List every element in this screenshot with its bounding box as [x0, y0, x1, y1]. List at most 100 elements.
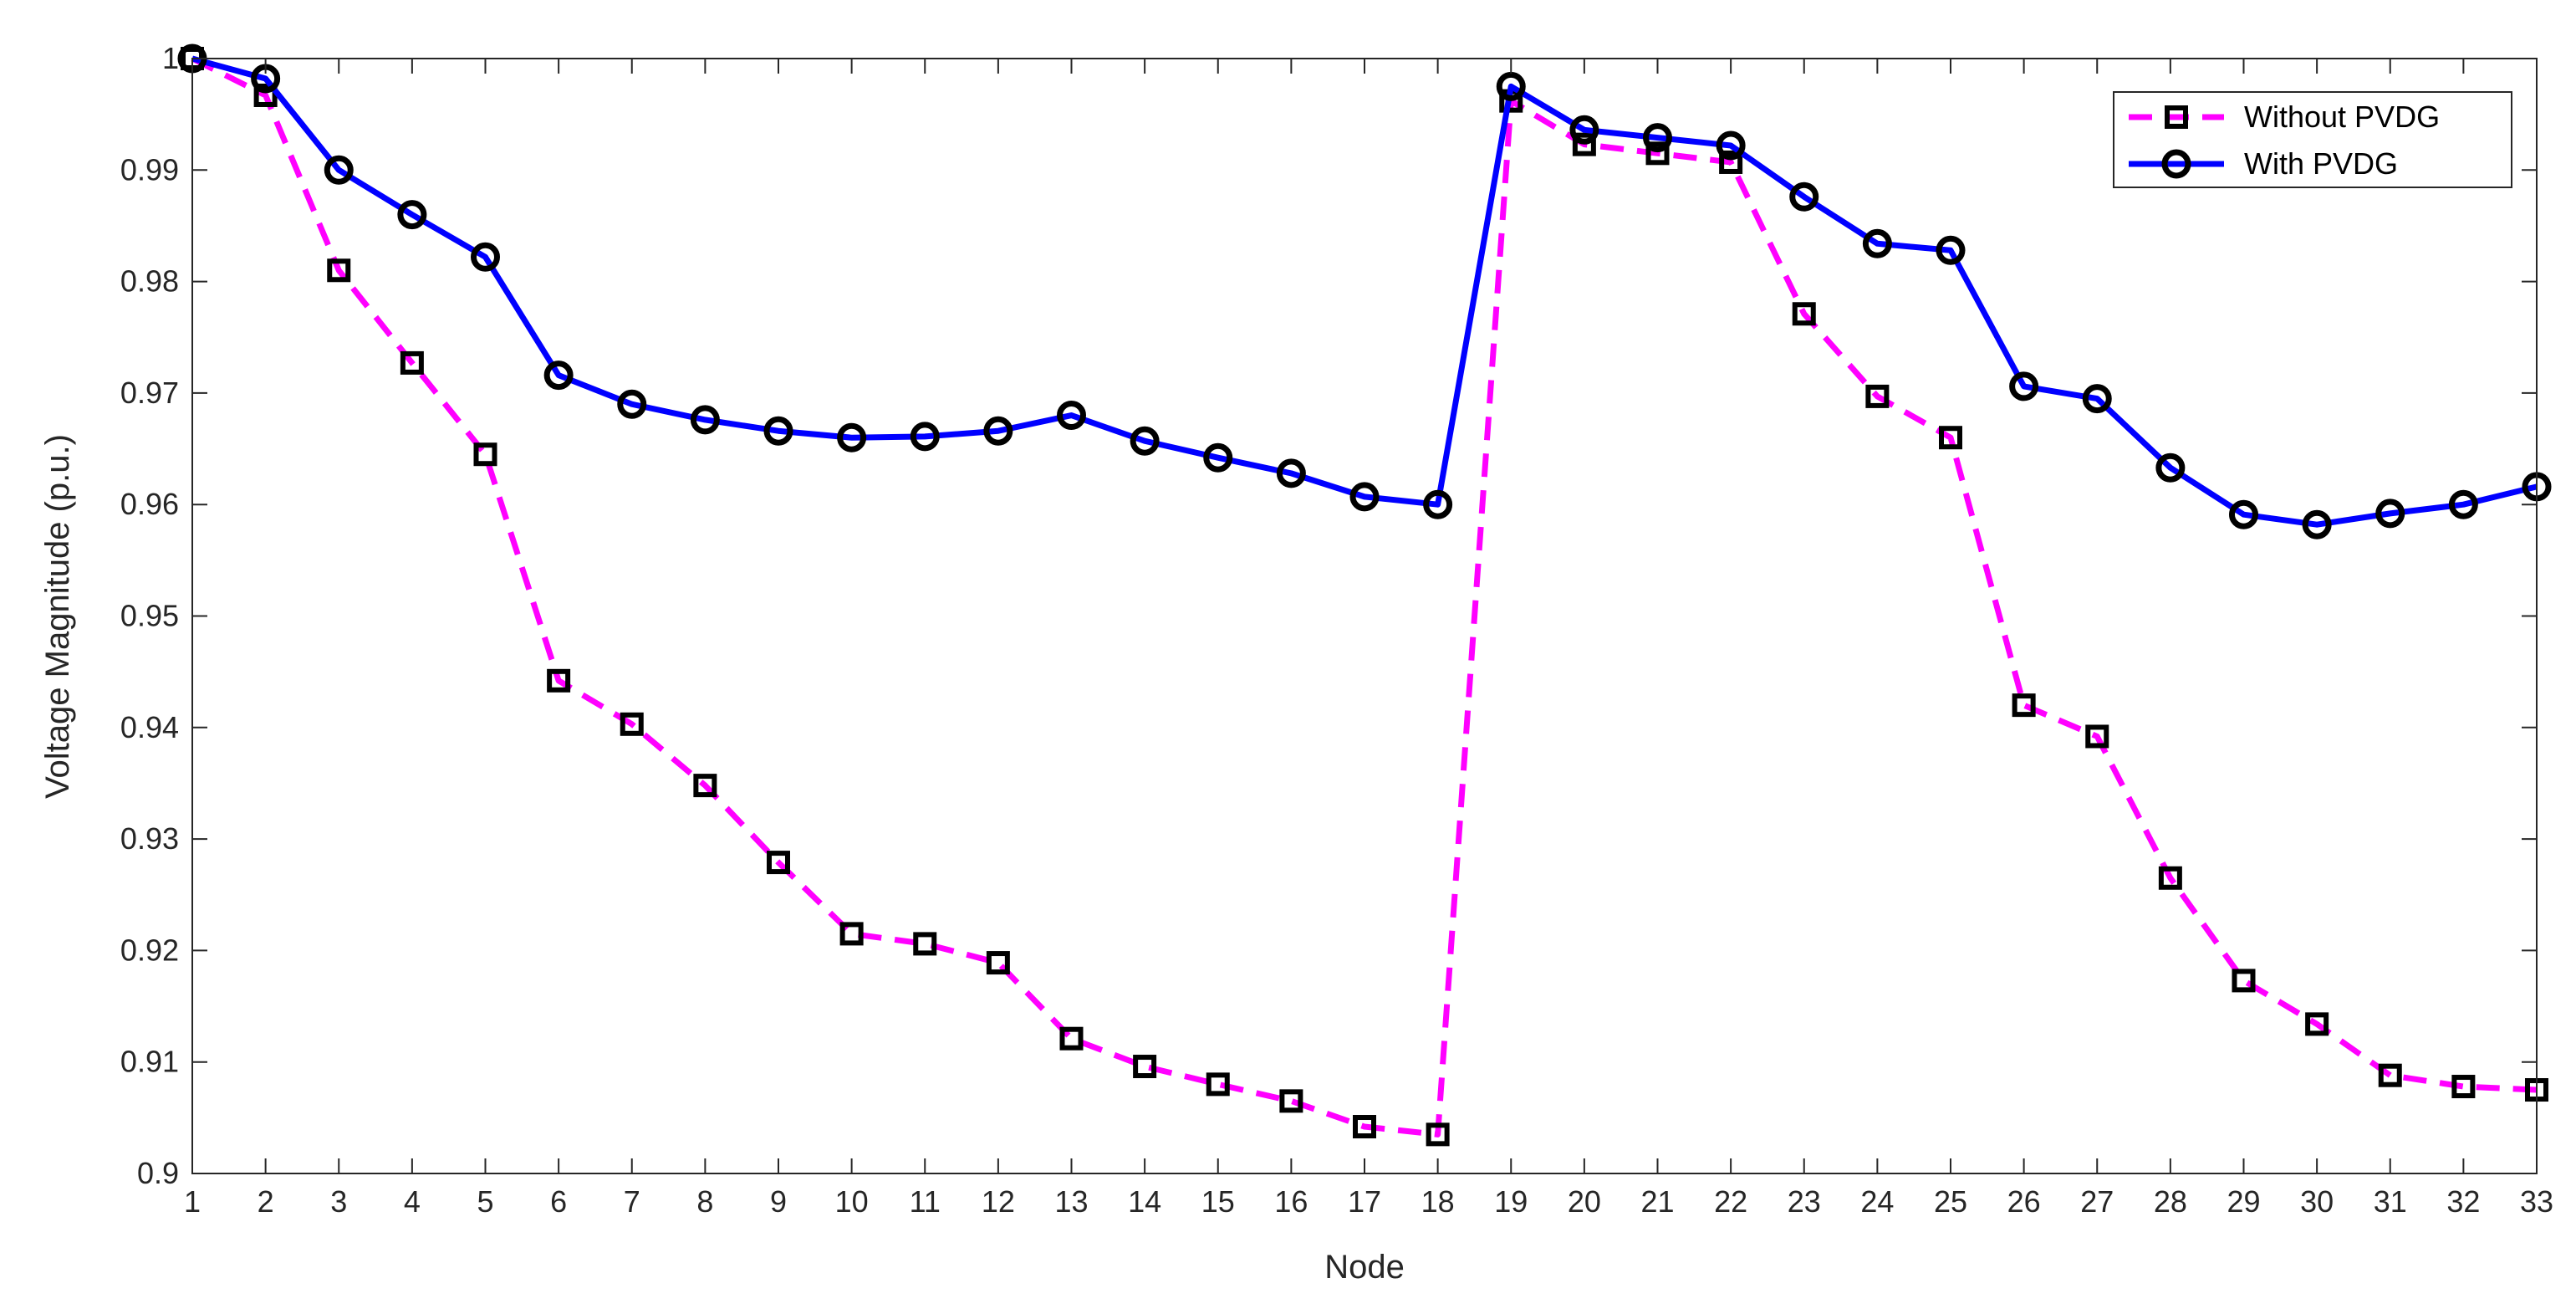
- x-tick-label: 4: [404, 1184, 421, 1219]
- data-point: [2158, 866, 2182, 890]
- x-tick-label: 18: [1421, 1184, 1455, 1219]
- y-tick-label: 0.93: [120, 821, 179, 856]
- data-point: [547, 668, 571, 693]
- legend-items: Without PVDG With PVDG: [2129, 100, 2440, 181]
- data-point: [1133, 1055, 1157, 1079]
- data-point: [2229, 499, 2258, 529]
- data-point: [1349, 482, 1380, 512]
- x-tick-label: 26: [2007, 1184, 2041, 1219]
- y-tick-label: 0.94: [120, 710, 179, 744]
- data-point: [2155, 452, 2186, 483]
- data-point: [986, 951, 1010, 975]
- legend-item: With PVDG: [2129, 146, 2398, 181]
- x-tick-label: 8: [696, 1184, 713, 1219]
- legend-swatch-marker: [2161, 149, 2191, 179]
- data-point: [397, 200, 427, 230]
- data-point: [690, 405, 720, 435]
- data-point: [1789, 182, 1819, 212]
- data-point: [2012, 693, 2036, 718]
- x-tick-label: 2: [258, 1184, 274, 1219]
- x-tick-label: 31: [2374, 1184, 2407, 1219]
- legend-label: Without PVDG: [2244, 100, 2440, 134]
- data-point: [1862, 228, 1892, 258]
- data-point: [837, 422, 867, 452]
- x-tick-label: 32: [2446, 1184, 2480, 1219]
- data-point: [1496, 71, 1526, 101]
- data-point: [324, 155, 354, 185]
- data-point: [1572, 132, 1596, 156]
- data-point: [400, 350, 424, 375]
- data-point: [473, 442, 497, 467]
- series-line: [191, 55, 2538, 1138]
- data-point: [1792, 302, 1816, 326]
- data-point: [767, 851, 790, 875]
- x-tick-label: 14: [1128, 1184, 1161, 1219]
- data-point: [1279, 1089, 1303, 1113]
- data-point: [1276, 458, 1306, 488]
- data-point: [2009, 371, 2039, 401]
- x-tick-label: 9: [770, 1184, 787, 1219]
- data-point: [1716, 130, 1746, 161]
- x-tick-label: 13: [1054, 1184, 1088, 1219]
- data-point: [2375, 499, 2405, 529]
- data-point: [1057, 401, 1086, 431]
- x-tick-label: 21: [1640, 1184, 1674, 1219]
- x-tick-label: 23: [1788, 1184, 1821, 1219]
- data-point: [1130, 426, 1160, 456]
- data-point: [2378, 1063, 2402, 1087]
- data-point: [2448, 489, 2478, 519]
- data-point: [1426, 1122, 1450, 1147]
- legend-swatch-marker: [2165, 105, 2188, 129]
- data-point: [1569, 115, 1599, 145]
- data-point: [913, 932, 937, 956]
- data-point: [1643, 123, 1672, 153]
- x-tick-label: 30: [2300, 1184, 2334, 1219]
- data-point: [543, 360, 574, 391]
- legend-label: With PVDG: [2244, 146, 2398, 181]
- data-point: [617, 389, 647, 419]
- y-tick-label: 0.9: [137, 1156, 179, 1190]
- y-tick-label: 0.98: [120, 264, 179, 299]
- data-point: [910, 422, 940, 452]
- x-tick-label: 10: [835, 1184, 869, 1219]
- x-tick-label: 1: [184, 1184, 201, 1219]
- x-tick-label: 22: [1714, 1184, 1747, 1219]
- data-point: [1936, 235, 1966, 265]
- y-tick-label: 0.96: [120, 487, 179, 521]
- data-point: [327, 258, 351, 283]
- x-tick-label: 29: [2227, 1184, 2260, 1219]
- x-tick-label: 12: [982, 1184, 1015, 1219]
- x-axis-title: Node: [1324, 1249, 1405, 1286]
- data-point: [1865, 384, 1890, 408]
- x-tick-label: 17: [1348, 1184, 1381, 1219]
- data-point: [2085, 724, 2109, 749]
- y-tick-label: 0.92: [120, 933, 179, 967]
- x-tick-label: 3: [330, 1184, 347, 1219]
- x-tick-label: 5: [477, 1184, 493, 1219]
- data-point: [1645, 141, 1670, 166]
- data-point: [1206, 1072, 1230, 1097]
- y-tick-label: 0.95: [120, 599, 179, 633]
- legend-item: Without PVDG: [2129, 100, 2440, 134]
- y-tick-label: 0.97: [120, 376, 179, 410]
- x-tick-label: 11: [910, 1184, 941, 1219]
- data-point: [2232, 969, 2256, 993]
- data-point: [693, 774, 717, 798]
- x-tick-label: 28: [2154, 1184, 2187, 1219]
- x-tick-label: 33: [2520, 1184, 2553, 1219]
- data-point: [2082, 384, 2112, 414]
- x-tick-label: 25: [1934, 1184, 1967, 1219]
- y-tick-label: 0.91: [120, 1045, 179, 1079]
- x-tick-label: 16: [1274, 1184, 1308, 1219]
- data-point: [1719, 150, 1743, 174]
- x-tick-label: 27: [2080, 1184, 2114, 1219]
- series-2: [177, 43, 2552, 539]
- data-point: [2302, 509, 2332, 539]
- x-tick-label: 7: [624, 1184, 640, 1219]
- data-point: [620, 712, 644, 736]
- x-tick-label: 15: [1201, 1184, 1235, 1219]
- axis-ticks: [191, 58, 2538, 1174]
- data-point: [1059, 1026, 1084, 1051]
